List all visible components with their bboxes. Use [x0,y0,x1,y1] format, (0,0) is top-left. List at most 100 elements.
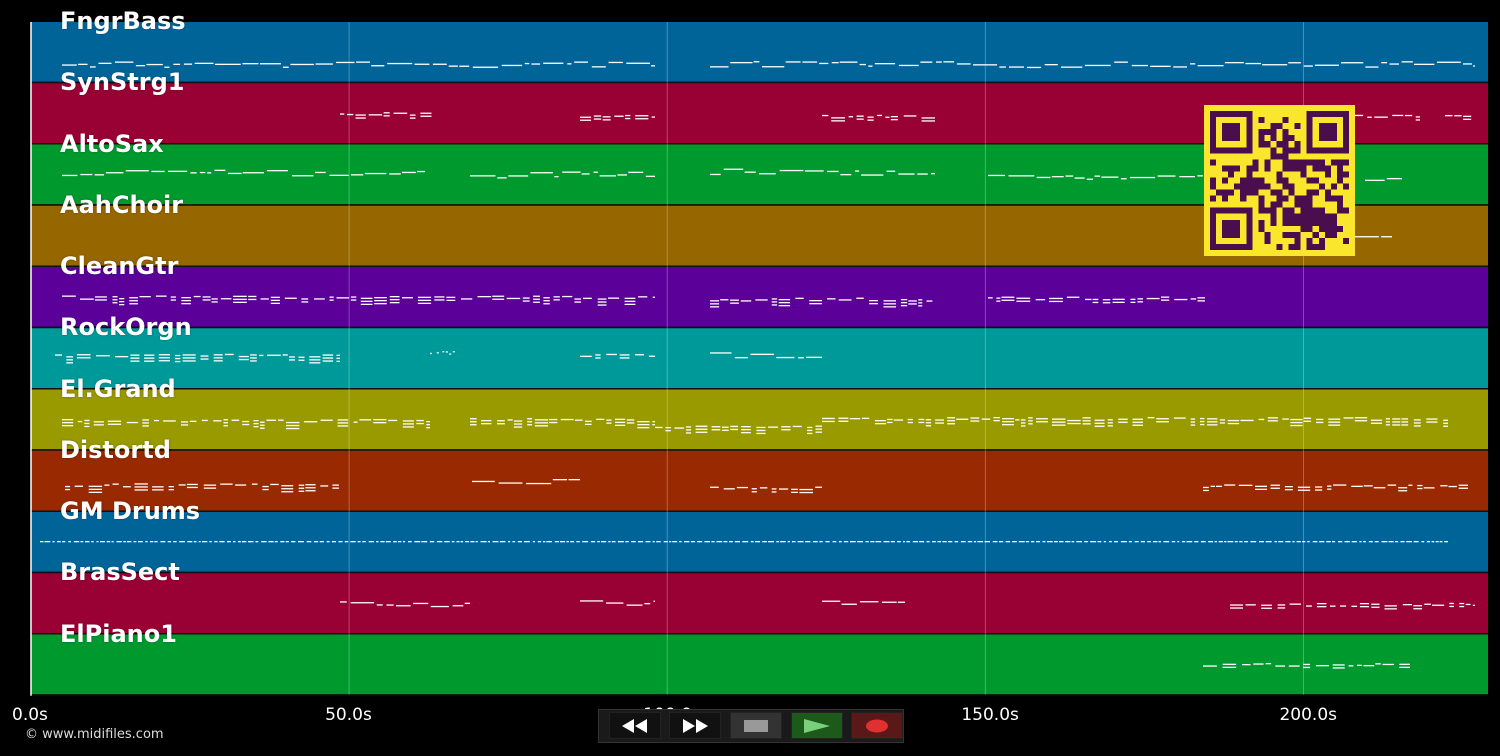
note [182,357,196,359]
note [289,356,295,358]
note [996,297,1001,299]
fast-forward-button[interactable] [669,712,721,739]
note [999,66,1006,68]
note [114,61,134,63]
note [1230,604,1243,606]
note [925,425,932,427]
note [874,63,896,65]
note [723,168,744,170]
note [753,61,760,63]
note [96,355,110,357]
note [1101,176,1119,178]
note [831,62,839,64]
note [615,421,626,423]
note [62,295,76,297]
note [1327,488,1332,490]
note [1392,424,1401,426]
play-button[interactable] [791,712,843,739]
note [1082,423,1091,425]
note [742,541,749,543]
note [1120,541,1127,543]
note [1463,115,1472,117]
note [970,420,980,422]
note [608,297,620,299]
note [1001,299,1015,301]
note [674,427,685,429]
note [721,426,729,428]
note [282,354,288,356]
note [52,541,55,543]
note [508,175,529,177]
note [95,299,107,301]
note [562,295,573,298]
note [690,541,696,543]
note [831,120,845,122]
note [1348,665,1354,667]
record-icon [866,719,888,732]
note [856,297,864,299]
note [656,541,661,543]
record-button[interactable] [851,712,903,739]
note [900,305,908,307]
note [921,120,935,122]
note [260,424,265,426]
note [534,422,549,424]
note [1128,541,1132,543]
note [608,541,611,543]
note [635,115,649,117]
note [859,601,879,603]
note [301,298,309,300]
note [298,487,305,489]
note [685,432,692,434]
note [402,171,416,174]
note [1174,298,1188,301]
note [77,420,83,423]
note [408,541,412,543]
note [1051,424,1066,426]
note [508,541,511,543]
note [66,356,73,358]
note [448,65,458,67]
note [1351,541,1357,543]
note [1005,541,1011,543]
note [219,541,225,543]
note [186,486,198,489]
note [242,172,264,174]
note [1388,541,1394,543]
note [167,541,172,543]
note [336,297,350,299]
rewind-button[interactable] [609,712,661,739]
note [338,541,343,543]
note [1157,175,1176,177]
note [227,172,242,175]
note [1290,421,1303,424]
note [585,420,592,422]
note [869,303,878,305]
note [209,541,212,543]
note [1120,178,1127,180]
note [755,541,761,543]
note [57,541,61,543]
note [298,359,305,361]
note [1238,484,1253,486]
note [1082,417,1091,419]
note [543,297,550,299]
note [1340,605,1347,607]
note [1094,422,1105,424]
note [389,296,400,298]
note [362,541,366,543]
note [261,541,267,543]
note [710,300,720,302]
note [413,602,429,605]
note [253,423,259,425]
note [779,169,804,172]
stop-button[interactable] [730,712,782,739]
note [652,421,655,423]
note [298,484,305,486]
note [1102,299,1111,301]
note [580,116,592,118]
note [326,541,330,543]
note [231,419,240,421]
note [417,302,432,304]
note [154,541,158,543]
